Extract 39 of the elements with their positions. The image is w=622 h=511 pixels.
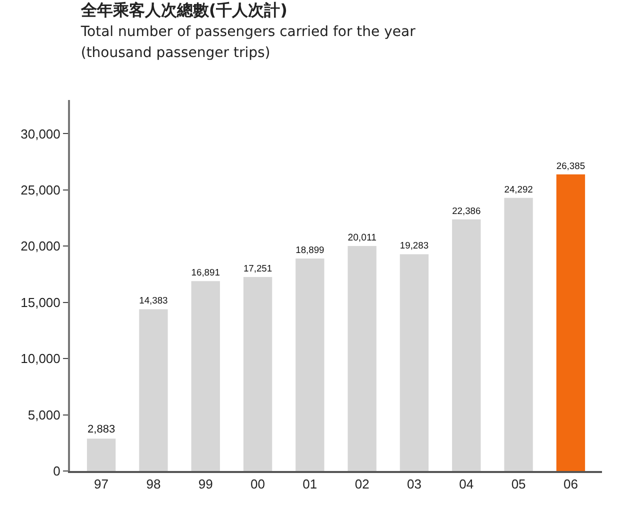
y-tick-label: 15,000 (20, 294, 60, 310)
data-label: 17,251 (243, 264, 272, 274)
y-tick-label: 5,000 (28, 407, 60, 422)
data-label: 18,899 (296, 244, 324, 255)
x-tick-label: 97 (94, 476, 109, 492)
bar (504, 198, 533, 471)
bar (243, 277, 272, 471)
y-tick-label: 10,000 (20, 351, 60, 366)
y-tick-label: 20,000 (20, 238, 60, 254)
chart-title: 全年乘客人次總數(千人次計) (80, 0, 288, 20)
bar (400, 254, 429, 471)
bar (452, 219, 481, 471)
x-tick-label: 02 (354, 476, 370, 492)
chart-subtitle: Total number of passengers carried for the year (thousand passenger trips) (80, 24, 416, 61)
x-tick-label: 98 (146, 476, 161, 492)
x-tick-label: 00 (250, 476, 265, 492)
x-tick-label: 05 (511, 476, 526, 492)
y-tick-label: 0 (53, 464, 60, 479)
data-label: 16,891 (191, 268, 220, 278)
data-label: 19,283 (400, 240, 429, 251)
bar (86, 438, 116, 471)
bar (556, 174, 586, 471)
bar (296, 258, 324, 471)
x-tick-label: 04 (459, 476, 474, 492)
x-tick-label: 01 (302, 476, 318, 492)
data-label: 22,386 (452, 206, 481, 216)
bar (348, 246, 376, 471)
y-tick-label: 30,000 (20, 126, 60, 142)
data-label: 2,883 (88, 424, 116, 436)
y-tick-label: 25,000 (20, 182, 60, 198)
bar (191, 281, 220, 471)
data-label: 26,385 (556, 160, 586, 171)
x-tick-label: 99 (198, 476, 213, 492)
x-tick-label: 06 (563, 476, 578, 492)
data-label: 24,292 (504, 184, 533, 194)
data-label: 20,011 (348, 232, 376, 244)
x-tick-label: 03 (407, 476, 422, 492)
data-label: 14,383 (139, 296, 168, 306)
bar (139, 309, 168, 471)
